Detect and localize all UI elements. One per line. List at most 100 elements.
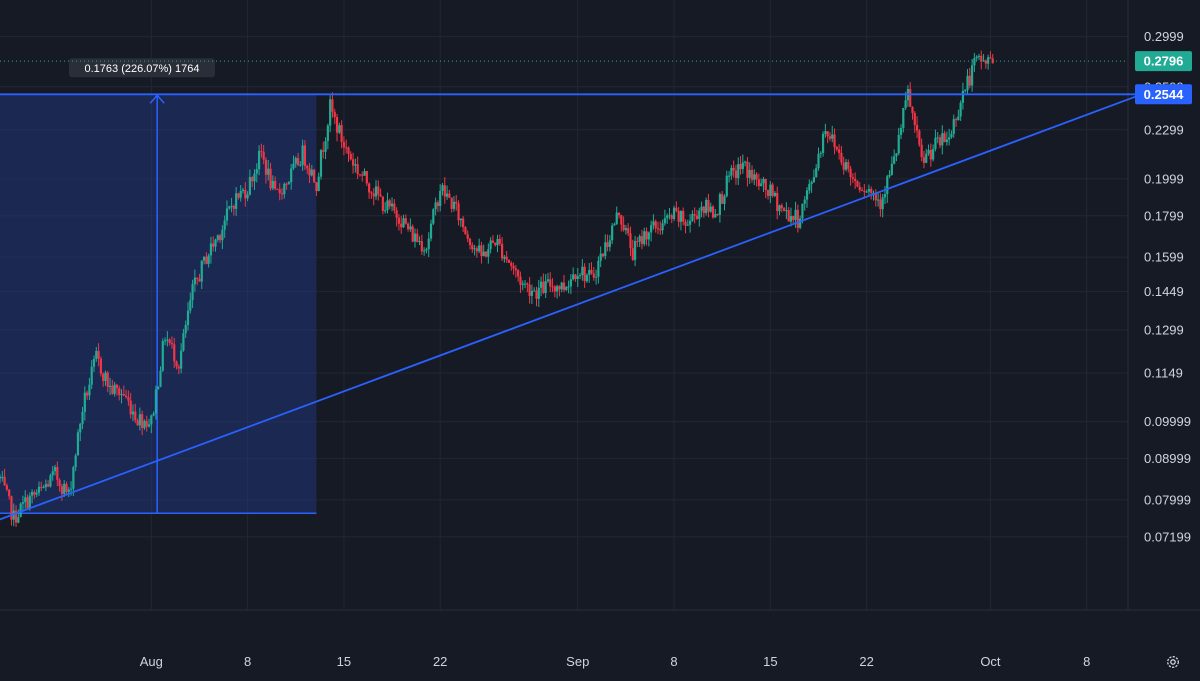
- candle-body: [143, 420, 146, 428]
- price-tick-label: 0.2999: [1144, 29, 1184, 44]
- candle-body: [448, 193, 451, 198]
- candle: [324, 137, 327, 160]
- candle: [347, 146, 350, 163]
- time-tick-label: 8: [1083, 654, 1090, 669]
- candle-body: [675, 207, 678, 211]
- candle: [668, 207, 671, 220]
- candle-body: [115, 384, 119, 389]
- candle-body: [134, 411, 137, 421]
- candle: [225, 200, 229, 226]
- candle: [856, 180, 859, 188]
- candle: [127, 390, 130, 406]
- candle: [157, 386, 160, 390]
- candle: [510, 261, 513, 271]
- measure-box[interactable]: [0, 94, 317, 514]
- candle: [471, 242, 474, 253]
- level-price-tag-text: 0.2544: [1144, 87, 1185, 102]
- candle-body: [572, 274, 575, 280]
- candle: [576, 268, 579, 288]
- candle-body: [257, 150, 261, 170]
- settings-button[interactable]: [1162, 651, 1184, 673]
- candle: [645, 227, 648, 246]
- candle: [3, 468, 6, 486]
- candle-body: [716, 214, 719, 216]
- candle-body: [349, 153, 352, 160]
- candle: [821, 131, 825, 157]
- candle-body: [478, 245, 481, 252]
- candle: [544, 274, 547, 298]
- candle-body: [615, 212, 618, 225]
- candle: [741, 154, 744, 174]
- candle-body: [345, 147, 348, 149]
- candle-body: [253, 173, 256, 182]
- candle-body: [819, 152, 822, 154]
- level-price-tag: 0.2544: [1135, 84, 1192, 105]
- candle: [688, 214, 692, 233]
- candle-body: [707, 199, 710, 212]
- candle: [374, 180, 378, 200]
- candle: [881, 193, 884, 218]
- candle: [56, 461, 59, 486]
- candle: [63, 480, 66, 498]
- candle-body: [854, 178, 857, 182]
- candle: [858, 182, 861, 193]
- candle: [193, 269, 196, 292]
- candle: [757, 173, 760, 191]
- candle: [941, 125, 944, 155]
- candle: [329, 95, 332, 133]
- candle-body: [102, 373, 105, 381]
- candle: [402, 214, 405, 228]
- candle: [278, 183, 281, 201]
- ascending-trendline[interactable]: [0, 93, 1143, 529]
- candle-body: [594, 276, 598, 278]
- candle-body: [395, 210, 398, 218]
- candle-body: [363, 171, 366, 176]
- candle: [319, 148, 323, 180]
- candle: [982, 54, 985, 62]
- candle: [932, 144, 935, 162]
- candle: [922, 150, 926, 169]
- candle-body: [964, 90, 967, 92]
- candle: [1, 470, 4, 482]
- candle: [170, 336, 174, 349]
- candle: [239, 184, 242, 202]
- candle: [102, 372, 105, 387]
- time-axis[interactable]: Aug 8 15 22 Sep 8 15 22 Oct 8: [140, 654, 1091, 669]
- candle-body: [86, 392, 89, 396]
- candle-body: [755, 174, 758, 180]
- candle-body: [620, 215, 623, 225]
- candle-body: [145, 420, 148, 427]
- candle: [246, 191, 249, 202]
- candle-body: [480, 245, 483, 257]
- candle-body: [826, 131, 829, 137]
- candle: [551, 278, 554, 293]
- drawings[interactable]: [0, 60, 1143, 529]
- candle-body: [776, 192, 779, 212]
- candle-body: [326, 125, 329, 142]
- candle-body: [17, 517, 20, 523]
- candle: [393, 199, 396, 214]
- candle-body: [773, 192, 777, 196]
- candle: [333, 108, 336, 125]
- candle-body: [239, 190, 242, 198]
- candle: [530, 284, 534, 305]
- candle-body: [546, 279, 550, 282]
- candle: [351, 152, 355, 174]
- candle-body: [397, 217, 401, 224]
- candle: [546, 272, 550, 284]
- candle-body: [468, 238, 472, 246]
- candle-body: [762, 179, 765, 184]
- candle-body: [200, 260, 203, 282]
- price-range-measure[interactable]: 0.1763 (226.07%) 1764: [0, 58, 317, 515]
- candle: [890, 156, 893, 176]
- candle: [283, 182, 286, 199]
- candle-body: [977, 55, 981, 57]
- candle-body: [237, 193, 240, 198]
- candle-body: [941, 133, 944, 146]
- candle-body: [370, 192, 373, 194]
- candle-body: [413, 233, 417, 242]
- candle: [766, 189, 770, 200]
- candle: [824, 123, 827, 138]
- candle-body: [322, 150, 325, 152]
